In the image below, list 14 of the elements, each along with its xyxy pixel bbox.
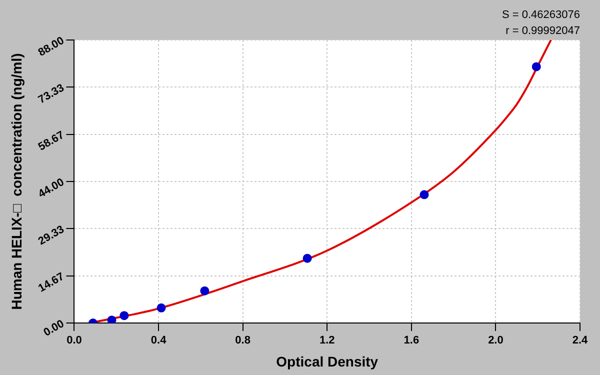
x-tick-label: 1.6: [404, 334, 420, 347]
text: S = 0.46263076: [502, 9, 580, 21]
y-tick-label: 88.00: [36, 34, 66, 59]
x-tick-label: 2.0: [488, 334, 504, 347]
x-axis-title: Optical Density: [276, 353, 378, 370]
text: r = 0.99992047: [506, 25, 580, 37]
y-tick-label: 44.00: [36, 176, 66, 200]
x-tick-label: 1.2: [319, 334, 335, 347]
y-tick-label: 0.00: [42, 318, 66, 339]
x-tick-label: 2.4: [572, 334, 589, 347]
x-tick-label: 0.4: [150, 334, 168, 347]
x-tick-label: 0.0: [66, 334, 82, 347]
y-axis-title: Human HELIX-□ concentration (ng/ml): [8, 53, 24, 310]
x-tick-label: 0.8: [235, 334, 250, 347]
